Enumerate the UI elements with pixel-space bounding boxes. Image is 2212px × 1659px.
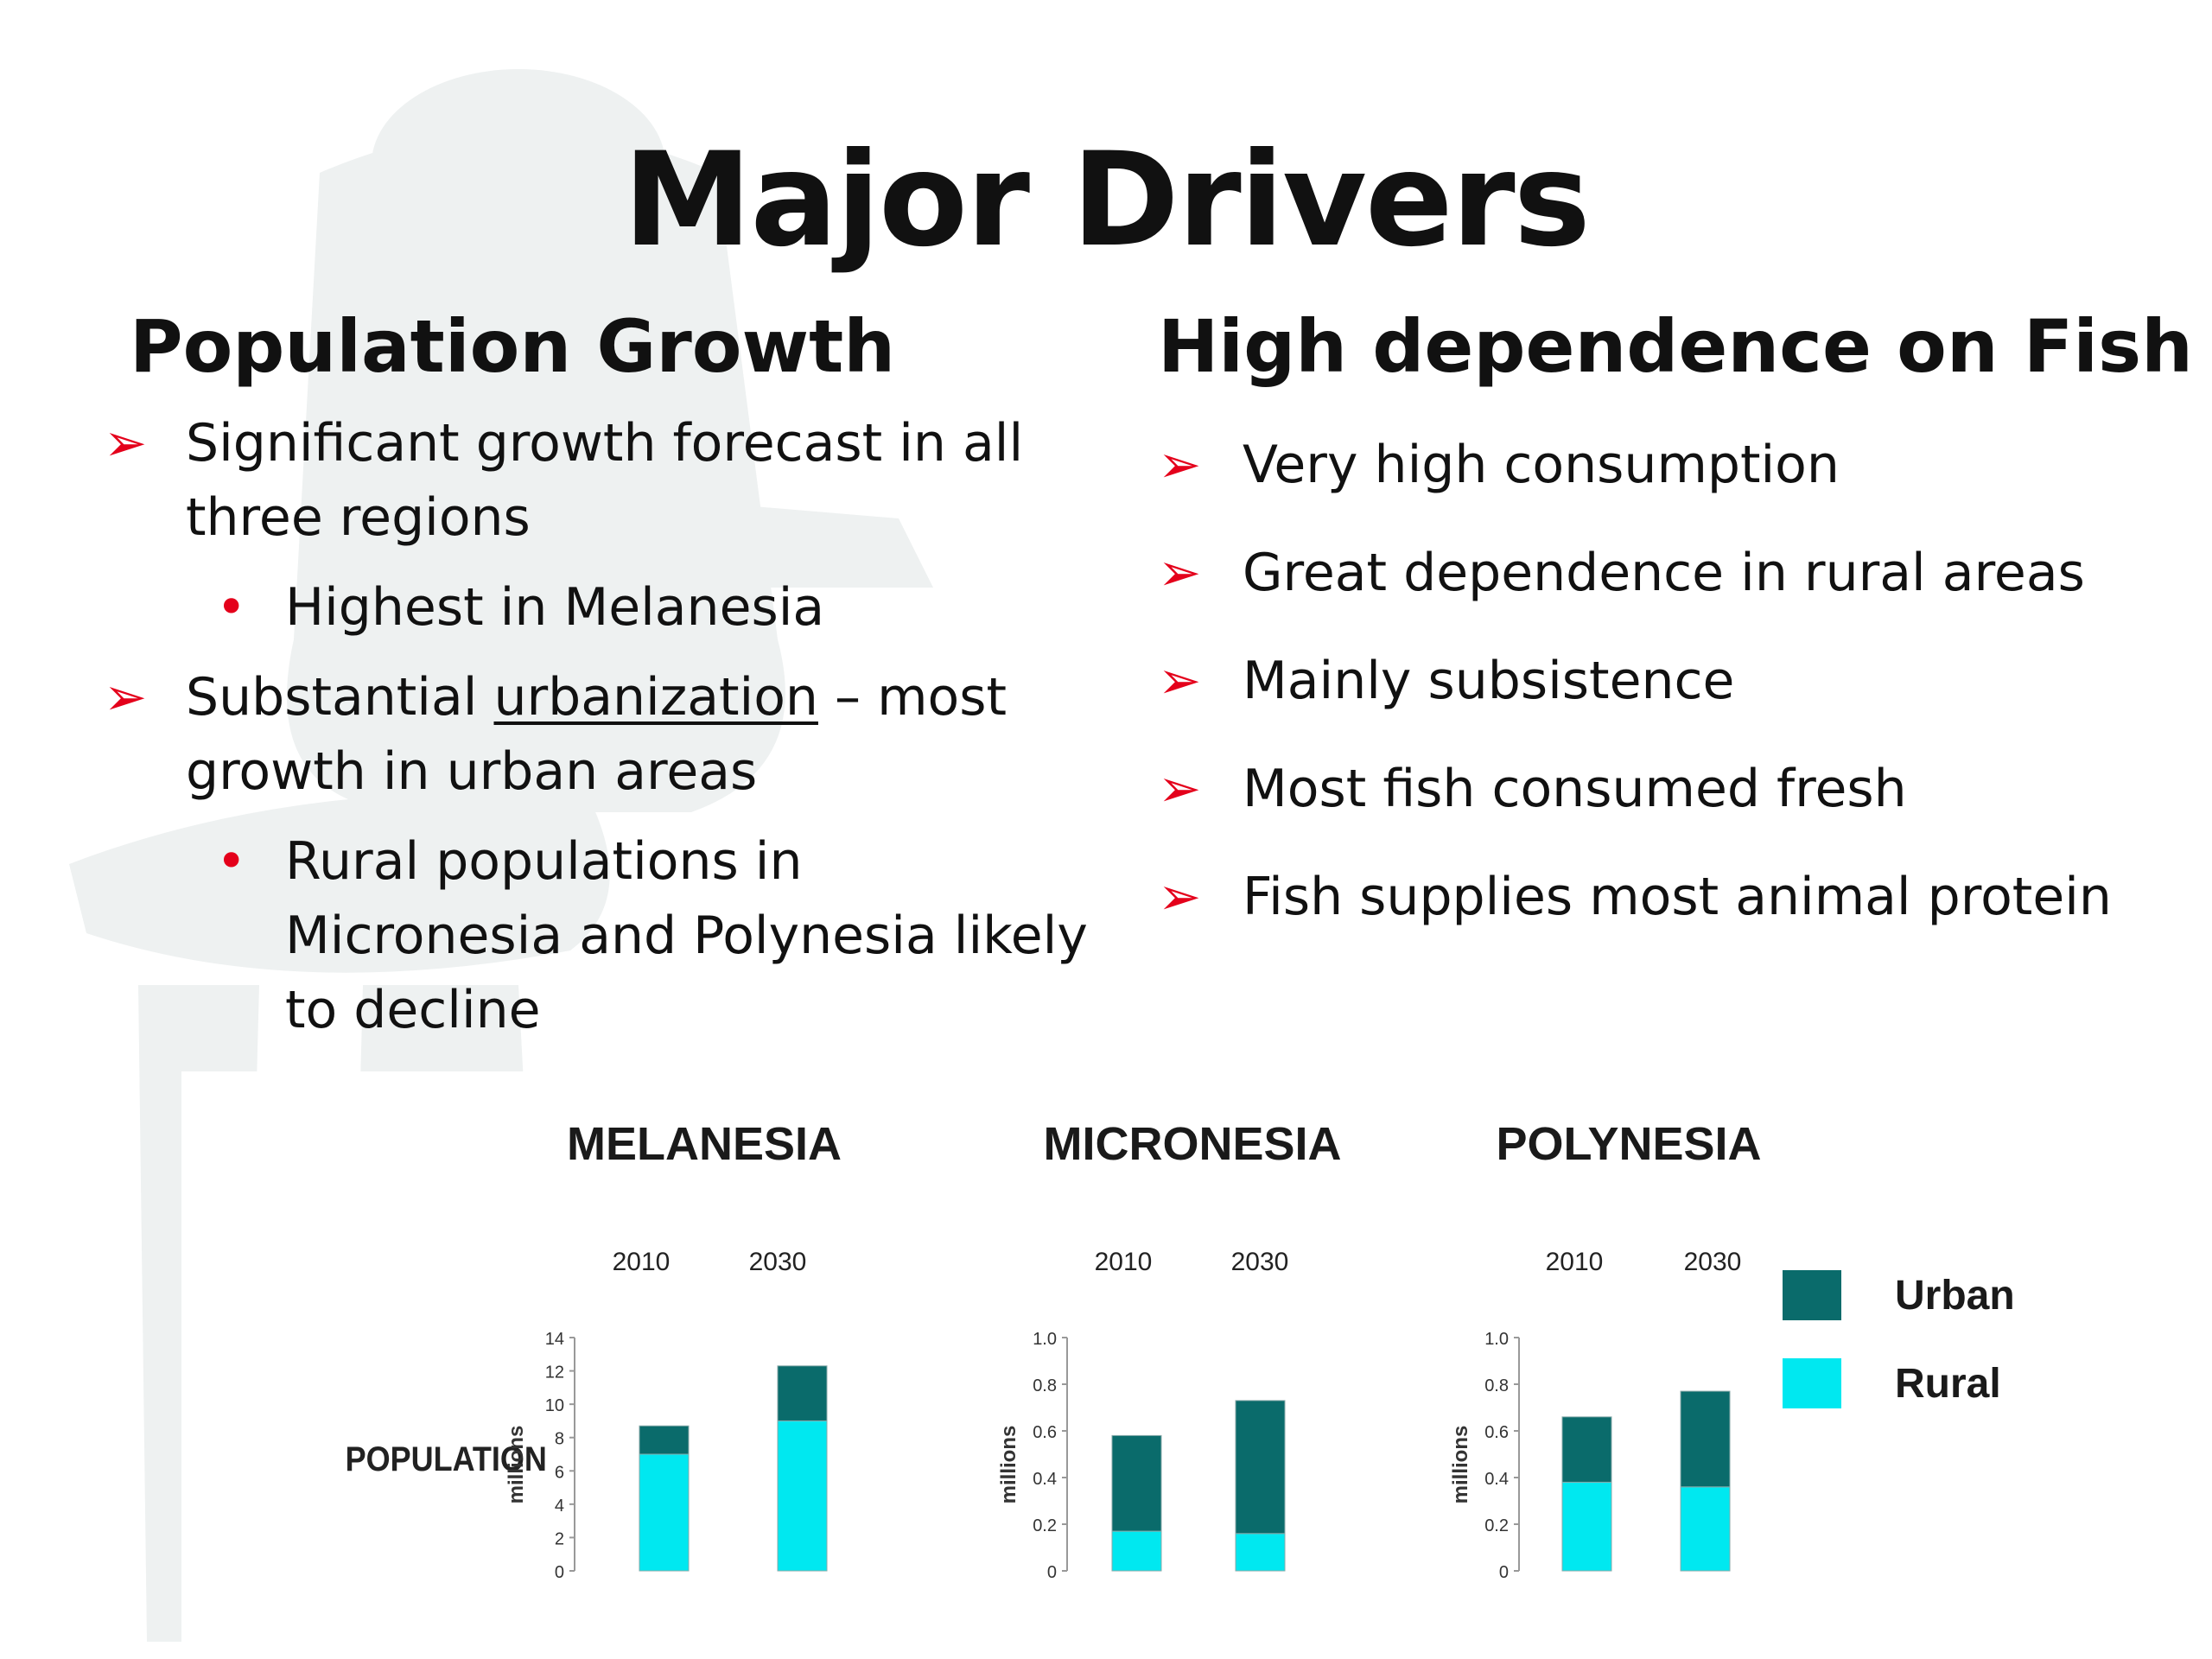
year-label: 2030 <box>749 1248 807 1276</box>
y-tick-label: 1.0 <box>1484 1330 1509 1349</box>
bar-urban <box>1111 1434 1162 1532</box>
bar-rural <box>1561 1481 1612 1572</box>
arrow-bullet-icon: ➢ <box>1158 435 1202 495</box>
y-tick-label: 0.2 <box>1033 1516 1057 1535</box>
panel-title: MICRONESIA <box>1043 1118 1341 1170</box>
panel-title: POLYNESIA <box>1496 1118 1761 1170</box>
bar-urban <box>777 1365 828 1421</box>
legend-label: Urban <box>1895 1273 2015 1319</box>
y-axis-label: millions <box>997 1426 1020 1504</box>
year-label: 2010 <box>1095 1248 1153 1276</box>
bar-rural <box>1680 1486 1731 1572</box>
y-tick-label: 0 <box>1047 1563 1057 1582</box>
chart-legend: Urban Rural <box>1783 1270 2015 1408</box>
underlined-term: urbanization <box>493 667 818 728</box>
chart-panel: POLYNESIA 2010 2030 0 0.2 0.4 0.6 0.8 1.0 million… <box>1449 1118 1762 1582</box>
row-label: POPULATION <box>346 1440 547 1478</box>
bar-rural <box>1111 1530 1162 1572</box>
y-tick-label: 2 <box>555 1529 564 1548</box>
bullet-line: Very high consumption <box>1243 435 1840 495</box>
y-tick-label: 6 <box>555 1463 564 1482</box>
bullet-line: three regions <box>186 487 531 548</box>
bullet-line: Significant growth forecast in all <box>186 413 1024 474</box>
population-chart: POPULATION MELANESIA 2010 2030 0 2 4 6 8 10 12 14 m… <box>181 1071 2082 1659</box>
y-tick-label: 10 <box>545 1396 564 1415</box>
year-label: 2010 <box>1546 1248 1604 1276</box>
bullet-line: Mainly subsistence <box>1243 651 1735 711</box>
y-tick-label: 0.4 <box>1484 1470 1509 1489</box>
right-bullet-list: ➢ Very high consumption ➢ Great dependen… <box>1158 428 2195 968</box>
sub-bullet-line: to decline <box>285 980 541 1040</box>
bar-rural <box>639 1453 690 1572</box>
dot-bullet-icon: • <box>216 831 247 892</box>
y-tick-label: 12 <box>545 1363 564 1382</box>
bullet-line: growth in urban areas <box>186 741 758 802</box>
year-label: 2010 <box>613 1248 671 1276</box>
y-tick-label: 0.6 <box>1484 1423 1509 1442</box>
bar-urban <box>1235 1400 1286 1535</box>
y-tick-label: 0 <box>555 1563 564 1582</box>
y-tick-label: 4 <box>555 1497 564 1516</box>
y-tick-label: 8 <box>555 1430 564 1449</box>
bar-urban <box>639 1425 690 1455</box>
bullet-line: Fish supplies most animal protein <box>1243 867 2112 927</box>
legend-swatch <box>1783 1270 1841 1320</box>
bullet-line: Substantial urbanization – most <box>104 660 1141 734</box>
year-label: 2030 <box>1684 1248 1742 1276</box>
list-item: ➢ Significant growth forecast in all thr… <box>104 406 1141 555</box>
bullet-line: Great dependence in rural areas <box>1243 543 2085 603</box>
sub-bullet-line: Micronesia and Polynesia likely <box>285 906 1088 966</box>
y-axis-label: millions <box>1449 1426 1472 1504</box>
population-growth-heading: Population Growth <box>130 304 896 389</box>
chart-panel: MICRONESIA 2010 2030 0 0.2 0.4 0.6 0.8 1.0 millio… <box>997 1118 1342 1582</box>
legend-label: Rural <box>1895 1361 2001 1407</box>
fish-dependence-heading: High dependence on Fish <box>1158 304 2193 389</box>
arrow-bullet-icon: ➢ <box>1158 867 1202 927</box>
arrow-bullet-icon: ➢ <box>1158 759 1202 819</box>
sub-bullet-line: Highest in Melanesia <box>285 577 825 638</box>
chart-panel: MELANESIA 2010 2030 0 2 4 6 8 10 12 14 millions <box>505 1118 842 1582</box>
y-tick-label: 14 <box>545 1330 564 1349</box>
left-bullet-list: ➢ Significant growth forecast in all thr… <box>104 406 1141 1047</box>
list-item: ➢ Very high consumption <box>1158 428 2195 536</box>
arrow-bullet-icon: ➢ <box>1158 543 1202 603</box>
y-tick-label: 0.4 <box>1033 1470 1057 1489</box>
list-item: ➢ Most fish consumed fresh <box>1158 752 2195 860</box>
dot-bullet-icon: • <box>216 577 247 638</box>
y-tick-label: 0 <box>1499 1563 1509 1582</box>
text-fragment: – most <box>817 667 1007 728</box>
list-item: ➢ Great dependence in rural areas <box>1158 536 2195 644</box>
text-fragment: Substantial <box>186 667 494 728</box>
arrow-bullet-icon: ➢ <box>104 413 148 474</box>
y-tick-label: 0.8 <box>1484 1376 1509 1395</box>
y-tick-label: 0.2 <box>1484 1516 1509 1535</box>
bullet-line: Most fish consumed fresh <box>1243 759 1907 819</box>
list-item: ➢ Substantial urbanization – most growth… <box>104 660 1141 809</box>
list-item: ➢ Mainly subsistence <box>1158 644 2195 752</box>
arrow-bullet-icon: ➢ <box>1158 651 1202 711</box>
year-label: 2030 <box>1231 1248 1289 1276</box>
watermark-figure <box>69 69 933 1642</box>
y-tick-label: 1.0 <box>1033 1330 1057 1349</box>
panel-title: MELANESIA <box>567 1118 842 1170</box>
slide-title: Major Drivers <box>623 125 1591 276</box>
y-tick-label: 0.8 <box>1033 1376 1057 1395</box>
y-tick-label: 0.6 <box>1033 1423 1057 1442</box>
bar-urban <box>1680 1390 1731 1488</box>
list-item: • Highest in Melanesia <box>104 570 1141 645</box>
bar-rural <box>1235 1533 1286 1572</box>
list-item: ➢ Fish supplies most animal protein <box>1158 860 2195 968</box>
bar-rural <box>777 1420 828 1572</box>
y-axis-label: millions <box>505 1426 528 1504</box>
sub-bullet-line: Rural populations in <box>285 831 803 892</box>
bar-urban <box>1561 1416 1612 1483</box>
arrow-bullet-icon: ➢ <box>104 667 148 728</box>
list-item: • Rural populations in Micronesia and Po… <box>104 824 1141 1047</box>
legend-swatch <box>1783 1358 1841 1408</box>
